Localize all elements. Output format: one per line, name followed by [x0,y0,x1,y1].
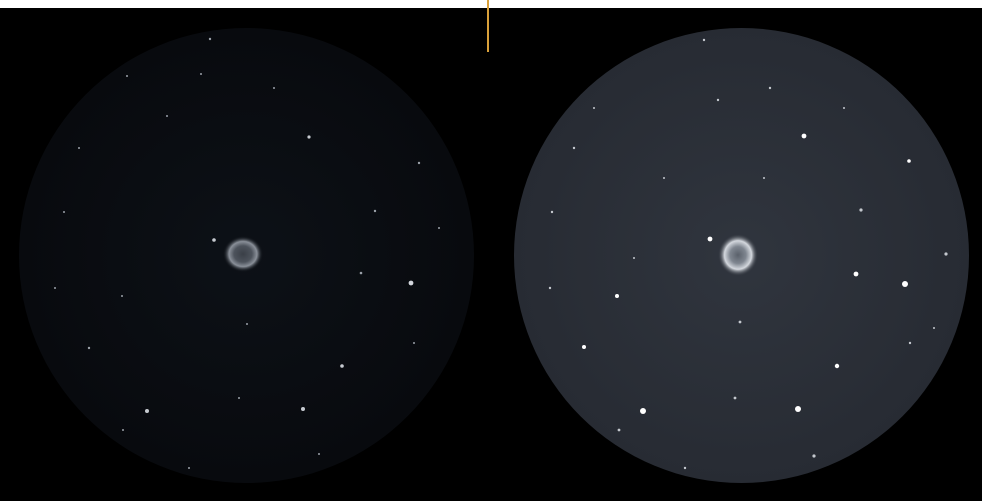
left-eyepiece-view [19,28,474,483]
top-border-strip [0,0,982,8]
ring-nebula-left [223,236,263,272]
ring-nebula-right [718,234,758,276]
left-starfield [19,28,474,483]
divider-marker [487,0,489,52]
right-starfield [514,28,969,483]
right-eyepiece-view [514,28,969,483]
